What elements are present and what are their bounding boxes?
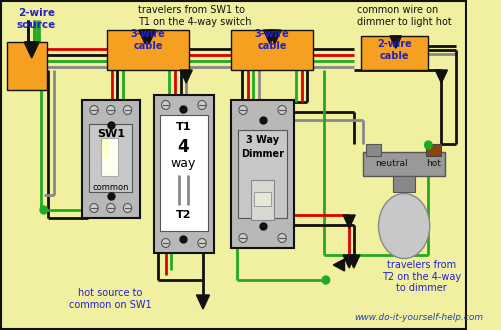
Text: neutral: neutral [374,159,407,169]
Polygon shape [263,30,276,44]
Polygon shape [196,295,209,309]
Text: www.do-it-yourself-help.com: www.do-it-yourself-help.com [353,313,482,322]
Text: travelers from SW1 to
T1 on the 4-way switch: travelers from SW1 to T1 on the 4-way sw… [138,5,251,27]
Circle shape [278,234,286,243]
Polygon shape [138,30,151,44]
Circle shape [161,101,170,110]
Text: 3-wire
cable: 3-wire cable [254,29,289,51]
Circle shape [424,141,431,149]
Bar [89,124,132,192]
Polygon shape [268,30,281,44]
Ellipse shape [378,193,429,258]
Text: 2-wire
source: 2-wire source [17,8,56,30]
Circle shape [161,239,170,248]
Text: SW1: SW1 [97,129,125,139]
Circle shape [90,204,98,213]
Circle shape [106,106,115,115]
Polygon shape [389,36,400,48]
Polygon shape [347,255,359,268]
Text: common wire on
dimmer to light hot: common wire on dimmer to light hot [356,5,450,27]
Polygon shape [333,259,344,271]
Circle shape [238,106,246,115]
Bar [251,180,273,220]
Circle shape [278,106,286,115]
Circle shape [322,276,329,284]
Polygon shape [343,215,355,228]
Bar [361,36,427,70]
Text: 3 Way: 3 Way [245,135,279,145]
Text: travelers from
T2 on the 4-way
to dimmer: travelers from T2 on the 4-way to dimmer [381,260,460,293]
Text: common: common [92,183,129,192]
Bar [153,95,214,253]
Text: T1: T1 [175,122,191,132]
Polygon shape [24,42,39,58]
Bar [8,42,47,90]
Polygon shape [180,70,192,83]
Bar [230,100,294,248]
Circle shape [123,106,131,115]
Polygon shape [389,36,400,48]
Circle shape [238,234,246,243]
Circle shape [90,106,98,115]
Text: 2-wire
cable: 2-wire cable [377,39,411,61]
Text: 3-wire
cable: 3-wire cable [130,29,165,51]
Polygon shape [434,70,446,83]
Circle shape [106,204,115,213]
Bar [160,115,207,231]
Text: hot: hot [426,159,440,169]
Text: T2: T2 [175,210,191,220]
Bar [254,192,271,206]
Text: 4: 4 [177,138,189,156]
Bar [238,130,286,218]
Circle shape [197,239,206,248]
Polygon shape [142,30,155,44]
Bar [230,30,312,70]
Circle shape [123,204,131,213]
Bar [102,139,110,157]
Bar [107,30,189,70]
Bar [82,100,139,218]
Polygon shape [343,255,355,268]
Bar [362,152,444,176]
Text: hot source to
common on SW1: hot source to common on SW1 [69,288,151,310]
Circle shape [197,101,206,110]
Text: Dimmer: Dimmer [240,149,284,159]
Bar [392,176,414,192]
Polygon shape [25,42,38,56]
Text: way: way [170,156,196,170]
Circle shape [40,206,48,214]
Bar [365,144,380,156]
Bar [101,138,118,176]
Bar [426,144,440,156]
